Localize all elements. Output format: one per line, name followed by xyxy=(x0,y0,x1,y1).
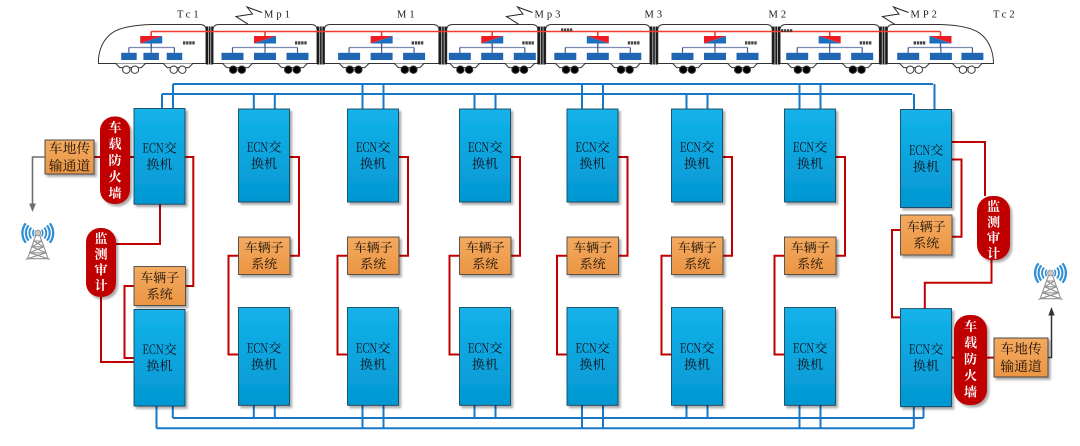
svg-text:Mp3: Mp3 xyxy=(535,10,564,21)
svg-text:MP2: MP2 xyxy=(911,10,940,21)
svg-text:M2: M2 xyxy=(769,10,790,21)
svg-text:Tc2: Tc2 xyxy=(993,10,1018,21)
svg-text:M3: M3 xyxy=(645,10,666,21)
svg-text:Mp1: Mp1 xyxy=(264,10,293,21)
svg-text:Tc1: Tc1 xyxy=(177,10,202,21)
svg-text:M1: M1 xyxy=(397,10,418,21)
